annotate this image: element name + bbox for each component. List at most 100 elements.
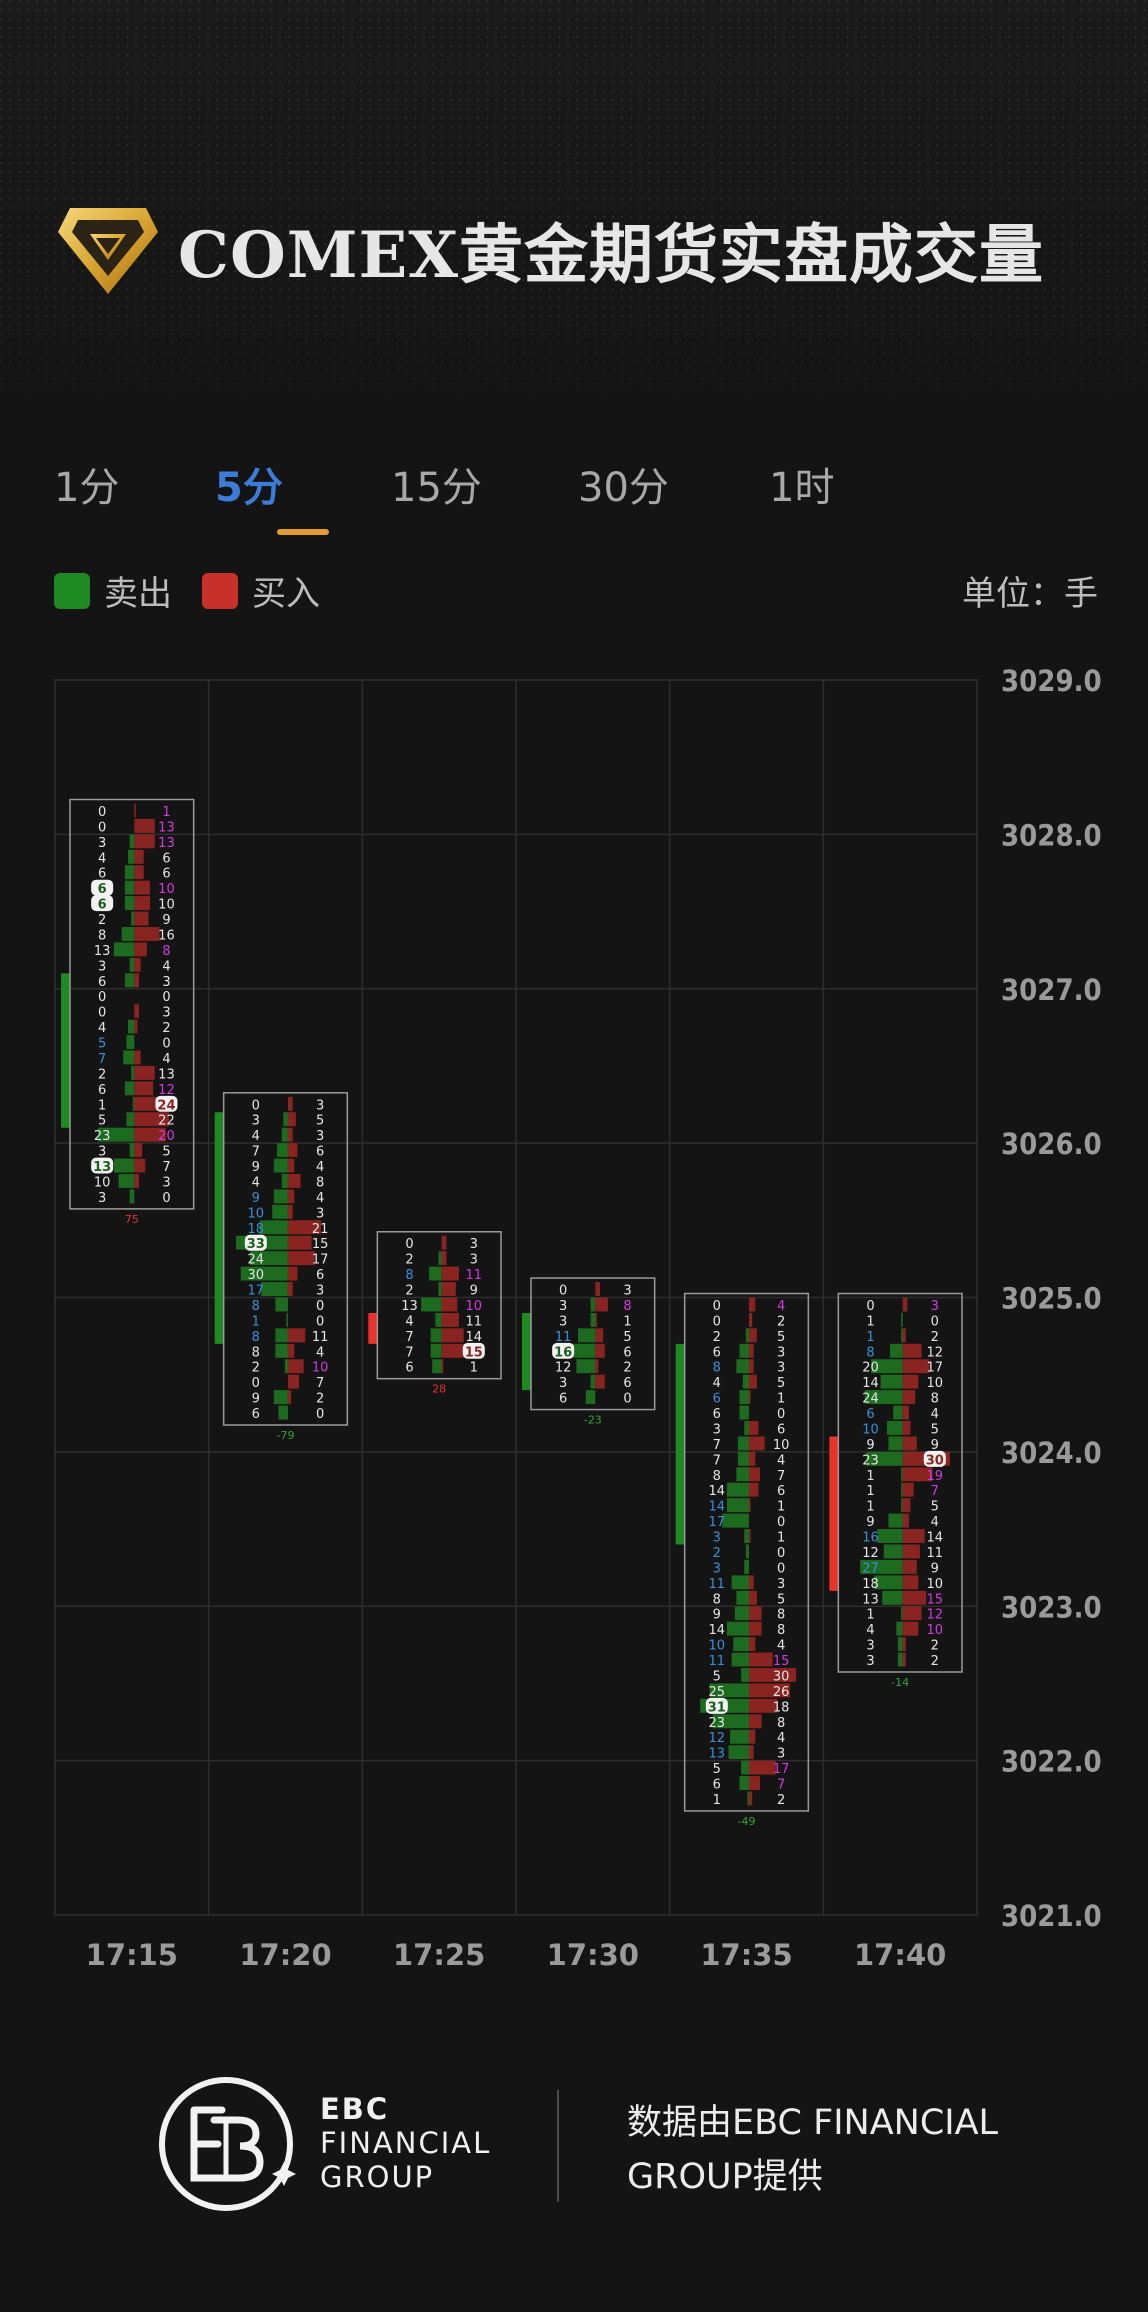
sell-volume-bar xyxy=(747,1791,749,1806)
sell-volume-label: 2 xyxy=(405,1253,413,1268)
buy-volume-label: 0 xyxy=(777,1407,785,1422)
sell-volume-label: 1 xyxy=(252,1314,260,1329)
buy-volume-label: 2 xyxy=(623,1361,631,1376)
buy-volume-bar xyxy=(134,1081,154,1096)
sell-volume-label: 13 xyxy=(862,1592,879,1607)
sell-volume-bar xyxy=(123,1050,135,1065)
buy-volume-label: 1 xyxy=(777,1500,785,1515)
buy-label: 买入 xyxy=(252,574,320,614)
tab-1hour[interactable]: 1时 xyxy=(769,465,835,511)
sell-volume-label: 16 xyxy=(554,1345,572,1360)
buy-volume-bar xyxy=(902,1575,919,1590)
sell-volume-bar xyxy=(744,1421,749,1435)
buy-volume-bar xyxy=(902,1297,908,1312)
buy-volume-bar xyxy=(287,1220,322,1235)
y-tick-label: 3029.0 xyxy=(1001,664,1102,698)
sell-volume-bar xyxy=(113,1158,135,1173)
buy-volume-label: 12 xyxy=(927,1345,944,1360)
buy-volume-bar xyxy=(748,1637,756,1652)
buy-volume-bar xyxy=(902,1328,906,1343)
buy-volume-label: 4 xyxy=(777,1731,785,1746)
buy-volume-bar xyxy=(748,1436,765,1451)
tab-30min[interactable]: 30分 xyxy=(578,465,669,511)
sell-highlight-chip xyxy=(91,879,114,896)
buy-volume-bar xyxy=(134,834,155,849)
buy-volume-bar xyxy=(287,1235,312,1250)
buy-volume-bar xyxy=(748,1467,760,1482)
sell-volume-label: 23 xyxy=(862,1453,879,1468)
sell-volume-label: 6 xyxy=(98,867,106,882)
buy-volume-label: 3 xyxy=(777,1577,785,1592)
sell-volume-bar xyxy=(590,1297,596,1312)
hero-background xyxy=(0,0,1148,420)
buy-volume-bar xyxy=(595,1282,601,1296)
sell-volume-bar xyxy=(739,1405,749,1420)
buy-volume-label: 7 xyxy=(777,1469,785,1484)
buy-volume-label: 4 xyxy=(777,1639,785,1654)
sell-volume-bar xyxy=(733,1637,749,1652)
sell-volume-label: 4 xyxy=(98,851,106,866)
sell-volume-label: 27 xyxy=(862,1561,879,1576)
x-tick-label: 17:25 xyxy=(393,1938,485,1972)
sell-volume-label: 2 xyxy=(405,1284,413,1299)
tab-1min[interactable]: 1分 xyxy=(54,465,120,511)
buy-volume-label: 2 xyxy=(162,1021,170,1036)
sell-volume-bar xyxy=(98,1127,135,1142)
sell-volume-label: 17 xyxy=(248,1284,265,1299)
sell-volume-label: 0 xyxy=(252,1098,260,1113)
sell-volume-bar xyxy=(590,1312,596,1327)
buy-volume-bar xyxy=(287,1374,299,1389)
sell-volume-bar xyxy=(731,1575,749,1590)
ebc-logo-icon xyxy=(159,2077,296,2211)
buy-volume-bar xyxy=(748,1374,757,1389)
sell-volume-label: 2 xyxy=(252,1361,260,1376)
buy-volume-label: 6 xyxy=(316,1268,324,1283)
buy-volume-label: 0 xyxy=(316,1407,324,1422)
sell-volume-bar xyxy=(275,1297,288,1312)
sell-volume-label: 6 xyxy=(713,1407,721,1422)
sell-volume-bar xyxy=(240,1266,288,1281)
buy-volume-label: 0 xyxy=(162,1191,170,1206)
buy-volume-bar xyxy=(902,1652,906,1667)
buy-volume-label: 3 xyxy=(623,1284,631,1299)
buy-volume-bar xyxy=(748,1714,762,1729)
sell-volume-bar xyxy=(124,865,135,880)
sell-volume-bar xyxy=(261,1282,288,1296)
tab-15min[interactable]: 15分 xyxy=(391,465,482,511)
sell-volume-label: 3 xyxy=(98,1145,106,1160)
x-tick-label: 17:30 xyxy=(547,1938,639,1972)
sell-volume-bar xyxy=(888,1513,903,1528)
candle-footprint-box xyxy=(530,1277,656,1411)
delta-label: 28 xyxy=(432,1383,446,1396)
sell-volume-label: 6 xyxy=(98,882,107,897)
buy-volume-label: 15 xyxy=(312,1237,329,1252)
buy-volume-bar xyxy=(134,865,144,880)
sell-volume-label: 24 xyxy=(862,1392,879,1407)
sell-volume-label: 8 xyxy=(713,1361,721,1376)
buy-volume-label: 17 xyxy=(927,1361,944,1376)
candle-body xyxy=(214,1112,224,1344)
buy-volume-bar xyxy=(748,1745,754,1760)
sell-volume-label: 17 xyxy=(709,1515,726,1530)
candle-body xyxy=(829,1436,839,1591)
buy-volume-bar xyxy=(287,1204,293,1219)
sell-volume-bar xyxy=(871,1359,903,1374)
sell-highlight-chip xyxy=(91,1157,114,1174)
buy-volume-bar xyxy=(134,818,155,833)
sell-volume-bar xyxy=(709,1683,749,1698)
tab-5min[interactable]: 5分 xyxy=(215,455,391,525)
sell-volume-label: 13 xyxy=(93,1160,111,1175)
x-tick-label: 17:20 xyxy=(239,1938,331,1972)
sell-volume-label: 7 xyxy=(405,1345,413,1360)
sell-volume-bar xyxy=(893,1405,903,1420)
sell-volume-label: 1 xyxy=(866,1469,874,1484)
buy-volume-label: 3 xyxy=(777,1345,785,1360)
sell-volume-label: 3 xyxy=(713,1561,721,1576)
buy-volume-bar xyxy=(748,1343,754,1358)
buy-volume-bar xyxy=(441,1312,459,1327)
sell-volume-bar xyxy=(577,1328,596,1343)
buy-volume-bar xyxy=(287,1096,293,1111)
sell-volume-label: 11 xyxy=(709,1577,726,1592)
buy-volume-bar xyxy=(595,1374,605,1389)
buy-volume-bar xyxy=(595,1343,605,1358)
